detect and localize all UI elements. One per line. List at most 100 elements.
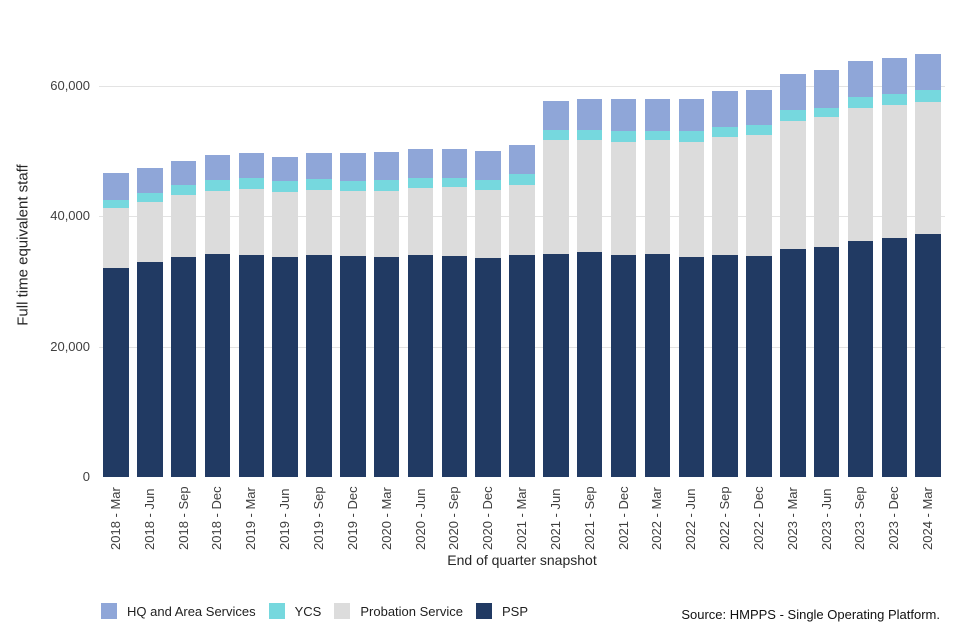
bar-segment (813, 117, 840, 248)
bar-segment (509, 144, 535, 174)
bar-segment (746, 90, 772, 126)
bar-slot (911, 0, 945, 477)
bar-segment (103, 267, 129, 477)
x-tick-slot: 2022 - Mar (641, 486, 675, 550)
bar-stack (610, 99, 637, 477)
x-tick-label: 2018 - Jun (141, 488, 157, 550)
bar-segment (475, 258, 501, 477)
bar-segment (746, 255, 772, 477)
bar-segment (407, 187, 434, 255)
bar-segment (238, 152, 265, 179)
y-tick-label: 60,000 (50, 77, 90, 93)
x-tick-label: 2020 - Sep (446, 486, 462, 550)
x-tick-slot: 2018 - Jun (133, 486, 167, 550)
bar-segment (746, 125, 772, 136)
bar-segment (847, 61, 874, 98)
legend-item: YCS (268, 603, 321, 619)
bar-segment (238, 178, 265, 190)
bar-segment (170, 195, 197, 258)
bar-segment (576, 251, 603, 477)
legend-swatch (101, 603, 117, 619)
bar-segment (644, 98, 671, 131)
bar-stack (915, 53, 941, 477)
bar-segment (373, 257, 400, 477)
bar-segment (373, 152, 400, 181)
bar-segment (780, 120, 806, 250)
x-tick-slot: 2020 - Dec (471, 486, 505, 550)
bar-stack (780, 73, 806, 477)
x-axis-title: End of quarter snapshot (447, 552, 597, 568)
bar-stack (103, 172, 129, 477)
bar-slot (437, 0, 471, 477)
bar-segment (712, 254, 738, 477)
bar-segment (272, 156, 298, 182)
bar-segment (915, 233, 941, 477)
x-tick-slot: 2023 - Sep (844, 486, 878, 550)
bar-segment (915, 101, 941, 234)
x-tick-slot: 2021 - Jun (539, 486, 573, 550)
bar-stack (576, 99, 603, 477)
bar-segment (103, 199, 129, 209)
legend-label: PSP (501, 603, 528, 619)
bar-segment (306, 179, 332, 190)
bar-segment (847, 97, 874, 109)
bar-slot (844, 0, 878, 477)
bar-slot (539, 0, 573, 477)
x-tick-label: 2019 - Mar (243, 487, 259, 550)
bar-stack (170, 160, 197, 477)
x-tick-slot: 2018 - Dec (201, 486, 235, 550)
bar-slot (99, 0, 133, 477)
legend-item: Probation Service (334, 603, 463, 619)
bar-segment (881, 105, 908, 239)
bar-segment (576, 140, 603, 252)
x-tick-slot: 2021 - Sep (573, 486, 607, 550)
bar-slot (201, 0, 235, 477)
bar-segment (576, 129, 603, 141)
x-tick-slot: 2021 - Mar (505, 486, 539, 550)
x-tick-label: 2019 - Dec (344, 486, 360, 550)
x-tick-slot: 2019 - Sep (302, 486, 336, 550)
bar-stack (543, 100, 569, 477)
bar-slot (370, 0, 404, 477)
x-axis-tick-labels: 2018 - Mar 2018 - Jun 2018 - Sep 2018 - Dec… (99, 486, 945, 550)
x-tick-label: 2020 - Dec (480, 486, 496, 550)
bar-stack (306, 152, 332, 477)
bar-segment (678, 131, 705, 143)
x-tick-slot: 2020 - Sep (437, 486, 471, 550)
bar-segment (204, 190, 231, 254)
x-tick-slot: 2023 - Mar (776, 486, 810, 550)
legend-swatch (334, 603, 351, 619)
x-tick-slot: 2022 - Sep (708, 486, 742, 550)
bar-stack (272, 156, 298, 477)
x-tick-label: 2024 - Mar (920, 487, 936, 550)
legend-swatch (475, 603, 492, 619)
bar-segment (610, 99, 637, 131)
bar-segment (780, 109, 806, 121)
bar-segment (272, 181, 298, 192)
bar-segment (881, 58, 908, 94)
bar-segment (678, 142, 705, 258)
bar-segment (204, 154, 231, 181)
bar-segment (509, 184, 535, 256)
x-tick-label: 2023 - Dec (886, 486, 902, 550)
x-tick-slot: 2019 - Dec (336, 486, 370, 550)
bar-segment (170, 184, 197, 196)
bar-segment (103, 208, 129, 268)
bar-stack (475, 151, 501, 477)
bar-stack (407, 148, 434, 477)
bar-segment (441, 255, 468, 477)
bar-slot (268, 0, 302, 477)
bar-segment (340, 152, 366, 181)
bar-segment (373, 180, 400, 191)
bar-segment (712, 91, 738, 128)
bar-slot (708, 0, 742, 477)
bar-stack (340, 152, 366, 477)
x-tick-label: 2020 - Mar (378, 487, 394, 550)
bar-slot (167, 0, 201, 477)
bar-segment (441, 178, 468, 188)
bar-segment (137, 261, 163, 477)
x-tick-label: 2022 - Jun (683, 488, 699, 550)
x-tick-slot: 2019 - Jun (268, 486, 302, 550)
bar-slot (133, 0, 167, 477)
bar-segment (644, 130, 671, 141)
